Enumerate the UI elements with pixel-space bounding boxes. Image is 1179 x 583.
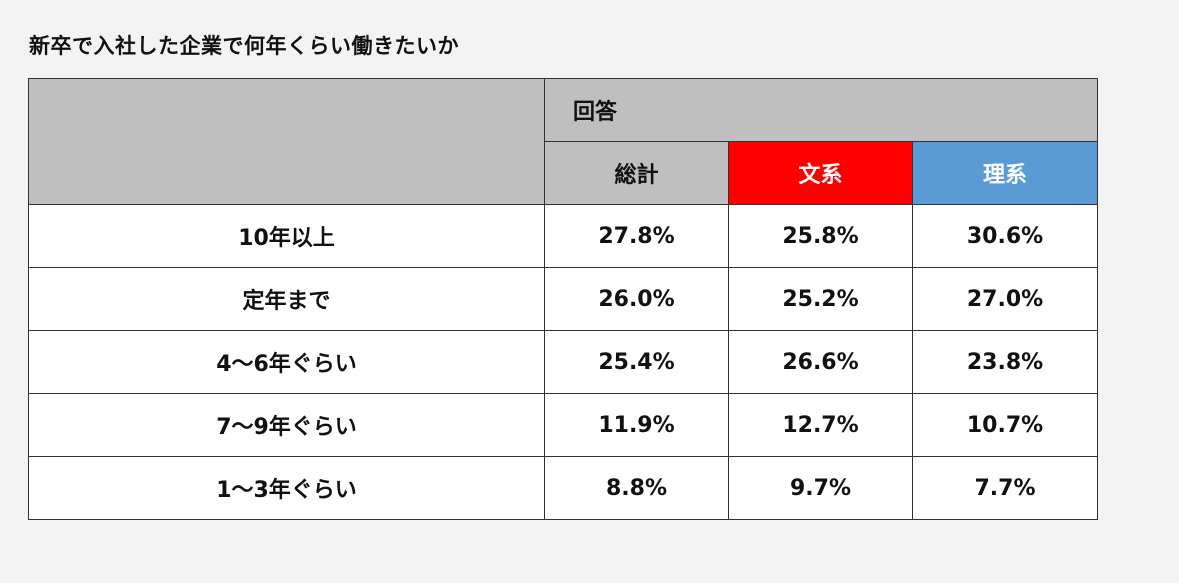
value-total: 25.4% bbox=[544, 330, 729, 394]
value-bunkei: 25.8% bbox=[728, 204, 913, 268]
column-header-total: 総計 bbox=[544, 141, 729, 205]
value-bunkei: 9.7% bbox=[728, 456, 913, 520]
data-table: 回答 総計 文系 理系 10年以上 27.8% 25.8% 30.6% 定年まで… bbox=[28, 78, 1099, 520]
chart-title: 新卒で入社した企業で何年くらい働きたいか bbox=[29, 34, 459, 58]
column-header-bunkei: 文系 bbox=[728, 141, 913, 205]
table-row: 定年まで 26.0% 25.2% 27.0% bbox=[28, 267, 1099, 331]
corner-cell bbox=[28, 78, 545, 205]
row-label: 7～9年ぐらい bbox=[28, 393, 545, 457]
column-header-rikei: 理系 bbox=[911, 141, 1099, 205]
value-rikei: 10.7% bbox=[911, 393, 1099, 457]
value-bunkei: 12.7% bbox=[728, 393, 913, 457]
value-bunkei: 25.2% bbox=[728, 267, 913, 331]
row-label: 4～6年ぐらい bbox=[28, 330, 545, 394]
value-rikei: 30.6% bbox=[911, 204, 1099, 268]
row-label: 定年まで bbox=[28, 267, 545, 331]
answer-group-header: 回答 bbox=[543, 78, 1099, 142]
table-row: 4～6年ぐらい 25.4% 26.6% 23.8% bbox=[28, 330, 1099, 394]
table-row: 7～9年ぐらい 11.9% 12.7% 10.7% bbox=[28, 393, 1099, 457]
value-total: 11.9% bbox=[544, 393, 729, 457]
table-row: 10年以上 27.8% 25.8% 30.6% bbox=[28, 204, 1099, 268]
value-total: 26.0% bbox=[544, 267, 729, 331]
table-row: 1～3年ぐらい 8.8% 9.7% 7.7% bbox=[28, 456, 1099, 520]
value-total: 8.8% bbox=[544, 456, 729, 520]
value-bunkei: 26.6% bbox=[728, 330, 913, 394]
value-rikei: 7.7% bbox=[911, 456, 1099, 520]
value-rikei: 27.0% bbox=[911, 267, 1099, 331]
value-total: 27.8% bbox=[544, 204, 729, 268]
row-label: 1～3年ぐらい bbox=[28, 456, 545, 520]
value-rikei: 23.8% bbox=[911, 330, 1099, 394]
header-row-group: 回答 bbox=[28, 78, 1099, 205]
header-row-columns: 総計 文系 理系 bbox=[29, 141, 1099, 205]
row-label: 10年以上 bbox=[28, 204, 545, 268]
